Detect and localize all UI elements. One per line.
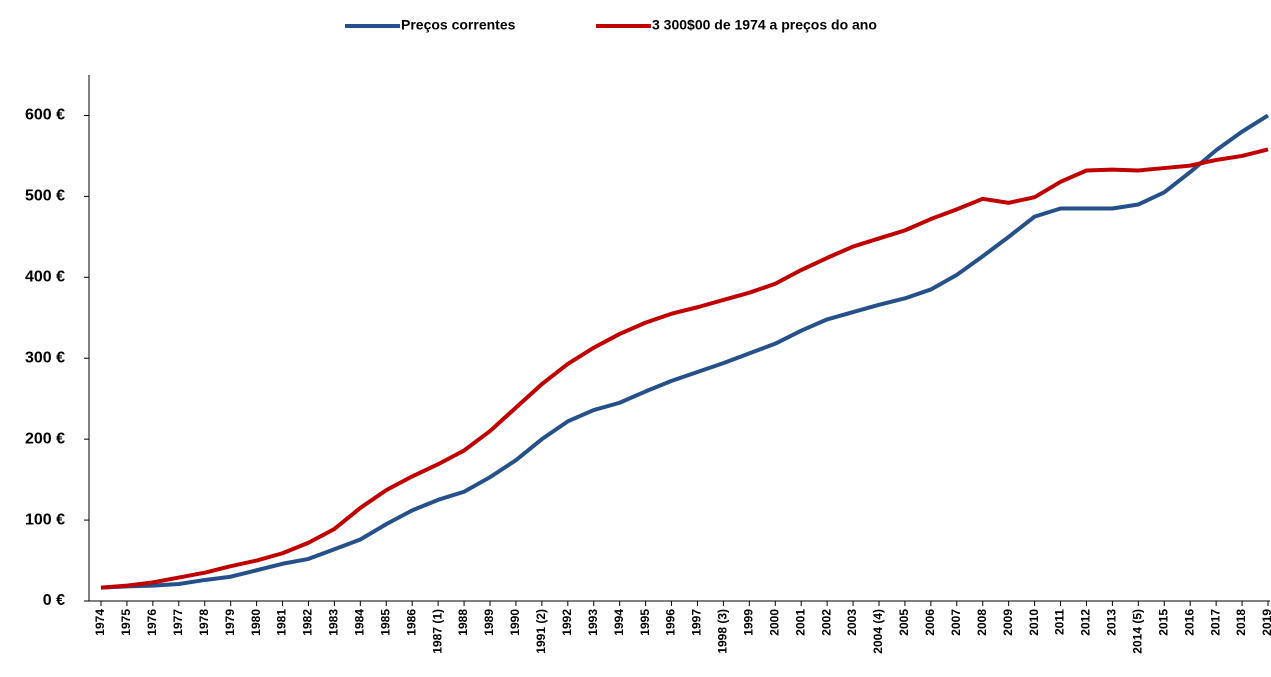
x-tick-label: 2013: [1105, 609, 1119, 636]
x-tick-label: 1982: [301, 609, 315, 636]
x-tick-label: 2010: [1027, 609, 1041, 636]
x-tick-label: 1984: [353, 609, 367, 636]
x-tick-label: 2005: [897, 609, 911, 636]
x-tick-label: 1974: [93, 609, 107, 636]
x-tick-label: 1999: [742, 609, 756, 636]
y-tick-label: 100 €: [25, 511, 65, 528]
x-tick-label: 2006: [923, 609, 937, 636]
x-tick-label: 1998 (3): [716, 609, 730, 654]
y-tick-label: 300 €: [25, 349, 65, 366]
y-tick-label: 200 €: [25, 430, 65, 447]
line: [100, 113, 1270, 590]
legend-label: 3 300$00 de 1974 a preços do ano: [652, 17, 877, 33]
x-tick-label: 1985: [378, 609, 392, 636]
x-tick-label: 2015: [1156, 609, 1170, 636]
x-tick-label: 1981: [275, 609, 289, 636]
line: [100, 147, 1269, 590]
x-tick-label: 2000: [767, 609, 781, 636]
y-tick-label: 600 €: [25, 107, 65, 124]
x-tick-label: 1983: [327, 609, 341, 636]
x-tick-label: 1991 (2): [534, 609, 548, 654]
x-tick-label: 2003: [845, 609, 859, 636]
x-tick-label: 1977: [171, 609, 185, 636]
legend-label: Preços correntes: [401, 17, 516, 33]
x-tick-label: 1993: [586, 609, 600, 636]
x-tick-label: 1987 (1): [430, 609, 444, 654]
x-tick-label: 1996: [664, 609, 678, 636]
x-tick-label: 1994: [612, 609, 626, 636]
x-tick-label: 1992: [560, 609, 574, 636]
x-tick-label: 1990: [508, 609, 522, 636]
x-tick-label: 1978: [197, 609, 211, 636]
x-tick-label: 1980: [249, 609, 263, 636]
x-tick-label: 2011: [1053, 609, 1067, 635]
x-tick-label: 1986: [404, 609, 418, 636]
x-tick-label: 1995: [638, 609, 652, 636]
x-tick-label: 1975: [119, 609, 133, 636]
x-tick-label: 2009: [1001, 609, 1015, 636]
x-tick-label: 2017: [1208, 609, 1222, 636]
x-tick-label: 2008: [975, 609, 989, 636]
x-tick-label: 2018: [1234, 609, 1248, 636]
x-tick-label: 1979: [223, 609, 237, 636]
x-tick-label: 2014 (5): [1131, 609, 1145, 654]
x-tick-label: 2012: [1079, 609, 1093, 636]
x-tick-label: 2004 (4): [871, 609, 885, 654]
y-tick-label: 500 €: [25, 188, 65, 205]
x-tick-label: 1997: [690, 609, 704, 636]
x-tick-label: 1976: [145, 609, 159, 636]
x-tick-label: 2002: [819, 609, 833, 636]
x-tick-label: 2016: [1182, 609, 1196, 636]
x-tick-label: 2001: [793, 609, 807, 636]
x-tick-label: 2019: [1260, 609, 1271, 636]
y-tick-label: 0 €: [43, 592, 65, 609]
y-tick-label: 400 €: [25, 269, 65, 286]
x-tick-label: 1988: [456, 609, 470, 636]
x-tick-label: 1989: [482, 609, 496, 636]
x-tick-label: 2007: [949, 609, 963, 636]
